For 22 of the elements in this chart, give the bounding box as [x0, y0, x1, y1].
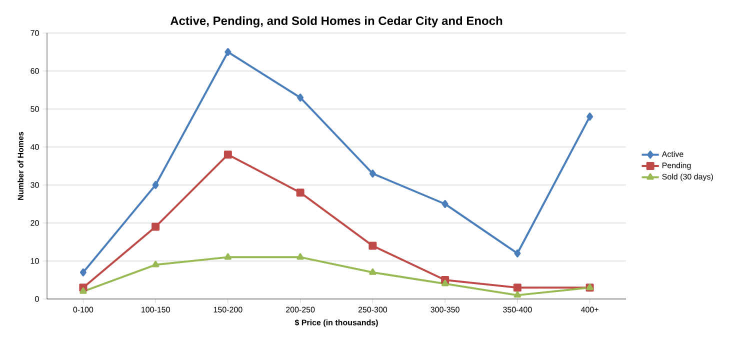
x-tick-label: 350-400 [503, 306, 532, 312]
legend-label: Active [662, 151, 684, 157]
y-tick-label: 30 [30, 182, 39, 188]
y-tick-label: 40 [30, 144, 39, 150]
x-tick-label: 300-350 [430, 306, 460, 312]
y-tick-label: 60 [30, 68, 39, 74]
y-tick-label: 0 [35, 296, 39, 302]
legend-label: Sold (30 days) [662, 174, 713, 182]
legend-label: Pending [662, 162, 691, 170]
x-axis-title: $ Price (in thousands) [294, 319, 378, 327]
x-tick-label: 250-300 [358, 306, 388, 312]
chart-title: Active, Pending, and Sold Homes in Cedar City and Enoch [170, 16, 502, 28]
x-tick-label: 0-100 [73, 306, 94, 312]
x-tick-label: 100-150 [142, 306, 170, 312]
x-tick-label: 200-250 [286, 306, 315, 312]
x-tick-label: 400+ [580, 306, 598, 312]
y-tick-label: 50 [30, 106, 39, 112]
y-tick-label: 70 [30, 30, 39, 36]
y-tick-label: 10 [30, 258, 39, 264]
y-tick-label: 20 [30, 220, 39, 226]
y-axis-title: Number of Homes [18, 132, 24, 200]
x-tick-label: 150-200 [214, 306, 242, 312]
